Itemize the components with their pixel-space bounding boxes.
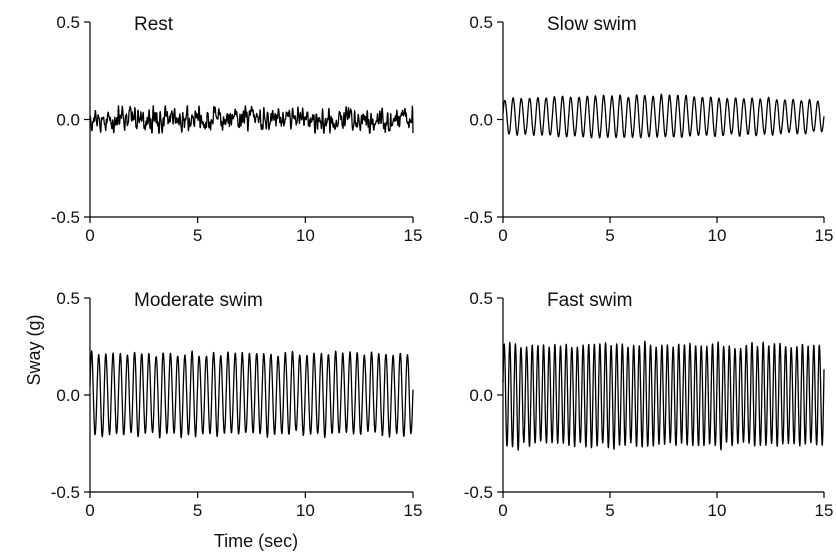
x-tick-label: 10	[296, 501, 315, 520]
x-tick-label: 5	[605, 501, 614, 520]
y-tick-label: -0.5	[464, 483, 493, 502]
x-tick-label: 10	[708, 501, 727, 520]
y-tick-label: 0.0	[469, 386, 493, 405]
y-tick-label: -0.5	[51, 483, 80, 502]
x-tick-label: 5	[193, 501, 202, 520]
y-tick-label: -0.5	[51, 208, 80, 227]
x-tick-label: 5	[605, 226, 614, 245]
x-axis-title: Time (sec)	[214, 531, 298, 551]
y-axis-title: Sway (g)	[24, 314, 44, 385]
x-tick-label: 15	[815, 501, 834, 520]
panel-title: Slow swim	[547, 14, 637, 35]
panels: -0.5 0.0 0.5 0 5 10 15 Rest -0.5 0.0 0.5 0 5 10 15 Slow…	[51, 13, 834, 520]
x-tick-label: 0	[498, 226, 507, 245]
sway-trace	[502, 340, 825, 451]
y-tick-label: 0.0	[56, 386, 80, 405]
y-tick-label: 0.0	[56, 111, 80, 130]
x-tick-label: 0	[498, 501, 507, 520]
y-tick-label: 0.5	[56, 289, 80, 308]
x-tick-label: 15	[404, 226, 423, 245]
y-tick-label: 0.0	[469, 111, 493, 130]
panel-rest: -0.5 0.0 0.5 0 5 10 15 Rest	[51, 13, 423, 245]
panel-moderate-swim: -0.5 0.0 0.5 0 5 10 15 Moderate swim	[51, 289, 423, 520]
y-tick-label: -0.5	[464, 208, 493, 227]
x-tick-label: 15	[815, 226, 834, 245]
panel-slow-swim: -0.5 0.0 0.5 0 5 10 15 Slow swim	[464, 13, 834, 245]
panel-title: Rest	[134, 14, 174, 35]
x-tick-label: 15	[404, 501, 423, 520]
x-tick-label: 10	[296, 226, 315, 245]
x-tick-label: 5	[193, 226, 202, 245]
sway-trace	[502, 93, 825, 139]
sway-trace	[89, 105, 414, 134]
x-tick-label: 0	[85, 501, 94, 520]
panel-title: Moderate swim	[134, 290, 263, 311]
y-tick-label: 0.5	[469, 289, 493, 308]
y-tick-label: 0.5	[469, 13, 493, 32]
sway-trace	[89, 350, 414, 439]
x-tick-label: 0	[85, 226, 94, 245]
x-tick-label: 10	[708, 226, 727, 245]
panel-title: Fast swim	[547, 290, 633, 311]
y-tick-label: 0.5	[56, 13, 80, 32]
panel-fast-swim: -0.5 0.0 0.5 0 5 10 15 Fast swim	[464, 289, 834, 520]
